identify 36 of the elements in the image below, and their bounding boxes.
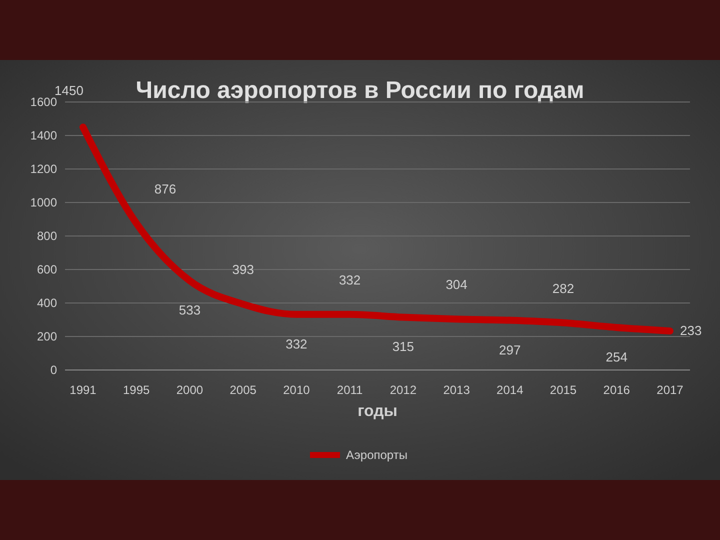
x-tick-label: 2015 bbox=[550, 383, 577, 397]
x-tick-label: 2012 bbox=[390, 383, 417, 397]
y-tick-label: 1200 bbox=[30, 162, 58, 176]
data-label: 254 bbox=[606, 349, 628, 364]
y-tick-label: 1400 bbox=[30, 128, 58, 142]
chart-title: Число аэропортов в России по годам bbox=[136, 77, 584, 104]
x-tick-label: 2005 bbox=[230, 383, 257, 397]
data-label: 315 bbox=[392, 339, 414, 354]
data-label: 332 bbox=[286, 336, 308, 352]
y-tick-label: 800 bbox=[36, 229, 58, 243]
data-label: 876 bbox=[154, 181, 176, 196]
data-label: 533 bbox=[178, 302, 201, 318]
x-tick-label: 2011 bbox=[336, 383, 364, 397]
data-label: 297 bbox=[499, 342, 521, 358]
data-label: 282 bbox=[552, 280, 574, 296]
x-tick-label: 2013 bbox=[443, 383, 470, 397]
legend-label: Аэропорты bbox=[346, 448, 408, 462]
x-tick-label: 1995 bbox=[123, 383, 150, 397]
x-axis-title: годы bbox=[358, 403, 398, 420]
x-tick-label: 2000 bbox=[176, 383, 204, 397]
data-label: 332 bbox=[338, 272, 361, 288]
data-label: 233 bbox=[680, 322, 702, 338]
data-label: 393 bbox=[232, 262, 254, 278]
data-label: 304 bbox=[446, 277, 468, 292]
y-tick-label: 0 bbox=[50, 363, 58, 377]
y-tick-label: 600 bbox=[36, 262, 58, 276]
x-tick-label: 2017 bbox=[656, 383, 684, 397]
y-tick-label: 1000 bbox=[30, 196, 58, 210]
x-tick-label: 1991 bbox=[70, 383, 97, 397]
data-label: 1450 bbox=[54, 83, 84, 98]
x-tick-label: 2014 bbox=[496, 383, 524, 397]
y-tick-label: 200 bbox=[36, 330, 58, 344]
x-tick-label: 2010 bbox=[283, 383, 310, 397]
x-tick-label: 2016 bbox=[603, 383, 630, 397]
y-tick-label: 400 bbox=[36, 296, 58, 310]
y-tick-label: 1600 bbox=[30, 95, 58, 109]
